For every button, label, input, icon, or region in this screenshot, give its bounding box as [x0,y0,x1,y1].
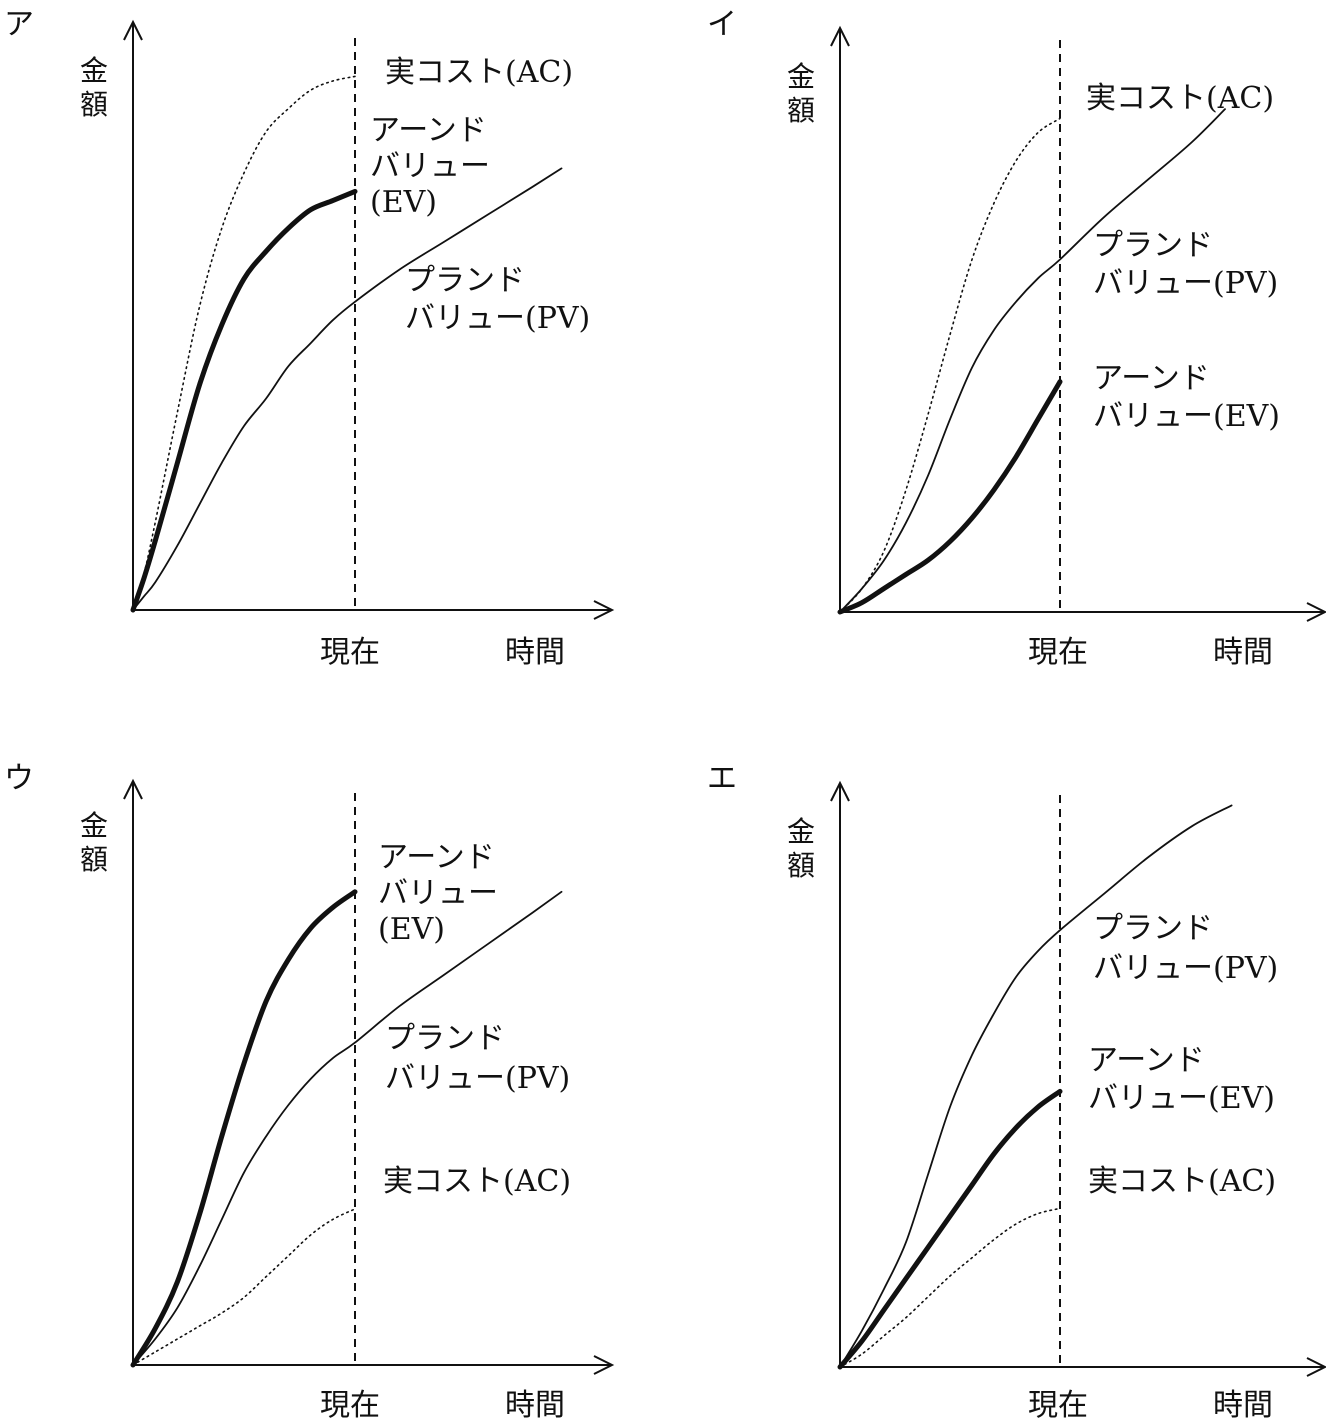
x-axis-label: 時間 [505,1388,565,1423]
x-axis [133,600,615,620]
now-label: 現在 [1028,1388,1088,1423]
y-axis-label-2: 額 [787,94,815,127]
y-axis-label-1: 金 [787,815,815,848]
y-axis [830,25,850,612]
series-ac-line [132,1208,356,1366]
panel-label: イ [707,7,737,42]
series-ac-line [839,1207,1061,1368]
series-ac-line [839,117,1061,613]
y-axis-label-1: 金 [80,809,108,842]
now-label: 現在 [320,1388,380,1423]
legend-ev: アーンドバリュー(EV) [1093,361,1280,434]
series-pv-line [132,890,563,1366]
chart-svg-u: ウ 金 額 現在 時間 アーンドバリュー(EV) プランドバリュー(PV) 実コ… [4,761,615,1423]
y-axis-label-1: 金 [80,54,108,87]
chart-panel-e: エ 金 額 現在 時間 プランドバリュー(PV) アーンドバリュー(EV) 実コ… [663,713,1326,1426]
y-axis [830,780,850,1367]
series-ev-line [130,889,358,1368]
chart-panel-u: ウ 金 額 現在 時間 アーンドバリュー(EV) プランドバリュー(PV) 実コ… [0,713,663,1426]
panel-label: ウ [4,761,34,796]
panel-label: ア [4,7,34,42]
series-ev-line [130,188,358,613]
series-ev-line [837,379,1063,615]
series-lines [130,889,563,1368]
legend-ac: 実コスト(AC) [383,1164,571,1199]
chart-panel-a: ア 金 額 現在 時間 実コスト(AC) アーンドバリュー(EV) プランドバリ… [0,0,663,713]
chart-svg-e: エ 金 額 現在 時間 プランドバリュー(PV) アーンドバリュー(EV) 実コ… [707,761,1326,1423]
y-axis [123,19,143,610]
x-axis-label: 時間 [1213,1388,1273,1423]
series-lines [130,75,563,613]
legend-pv: プランドバリュー(PV) [1093,911,1278,986]
legend-pv: プランドバリュー(PV) [405,263,590,336]
legend-pv: プランドバリュー(PV) [385,1021,570,1096]
x-axis-label: 時間 [1213,635,1273,670]
legend-ev: アーンドバリュー(EV) [378,840,498,947]
x-axis [840,602,1326,622]
chart-svg-a: ア 金 額 現在 時間 実コスト(AC) アーンドバリュー(EV) プランドバリ… [4,7,615,670]
x-axis [840,1357,1326,1377]
legend-ac: 実コスト(AC) [1086,81,1274,116]
x-axis-label: 時間 [505,635,565,670]
series-labels: 実コスト(AC) アーンドバリュー(EV) プランドバリュー(PV) [370,55,590,336]
y-axis [123,778,143,1365]
chart-panel-i: イ 金 額 現在 時間 実コスト(AC) プランドバリュー(PV) アーンドバリ… [663,0,1326,713]
legend-ac: 実コスト(AC) [385,55,573,90]
y-axis-label-2: 額 [80,88,108,121]
series-pv-line [839,108,1226,613]
series-ev-line [837,1088,1063,1370]
x-axis [133,1355,615,1375]
series-labels: プランドバリュー(PV) アーンドバリュー(EV) 実コスト(AC) [1088,911,1278,1199]
legend-ev: アーンドバリュー(EV) [370,113,490,220]
now-label: 現在 [1028,635,1088,670]
panel-label: エ [707,761,737,796]
series-labels: 実コスト(AC) プランドバリュー(PV) アーンドバリュー(EV) [1086,81,1280,434]
legend-ev: アーンドバリュー(EV) [1088,1043,1275,1116]
series-pv-line [839,804,1233,1368]
y-axis-label-2: 額 [787,849,815,882]
y-axis-label-2: 額 [80,843,108,876]
series-labels: アーンドバリュー(EV) プランドバリュー(PV) 実コスト(AC) [378,840,571,1199]
series-lines [837,804,1233,1370]
series-ac-line [132,75,356,611]
now-label: 現在 [320,635,380,670]
legend-ac: 実コスト(AC) [1088,1164,1276,1199]
chart-svg-i: イ 金 額 現在 時間 実コスト(AC) プランドバリュー(PV) アーンドバリ… [707,7,1326,670]
legend-pv: プランドバリュー(PV) [1093,228,1278,301]
y-axis-label-1: 金 [787,60,815,93]
series-lines [837,108,1226,615]
series-pv-line [132,167,563,611]
